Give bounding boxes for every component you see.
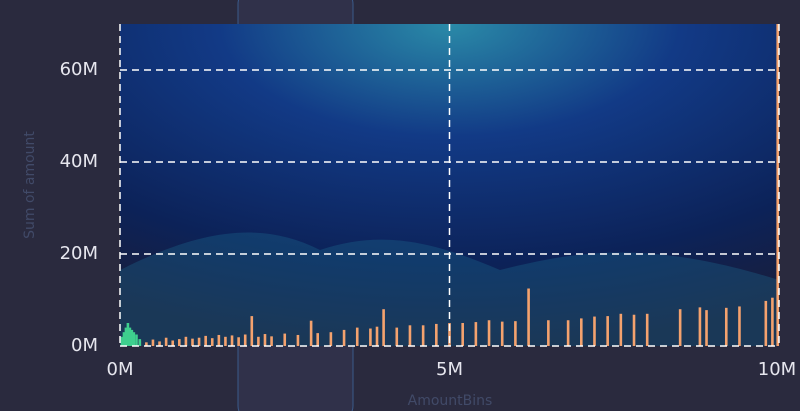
bar — [329, 332, 333, 346]
bar — [164, 337, 168, 346]
bar — [124, 327, 128, 346]
x-tick-label: 10M — [758, 359, 796, 380]
bar — [263, 334, 267, 346]
bar — [408, 325, 412, 346]
bar — [135, 334, 138, 346]
bar — [191, 338, 194, 346]
x-axis-label: AmountBins — [408, 393, 493, 409]
x-tick-label: 0M — [107, 359, 134, 380]
bar — [257, 336, 260, 346]
bar — [158, 341, 161, 346]
bar — [237, 337, 240, 346]
bar — [316, 333, 319, 346]
bar — [342, 329, 346, 346]
bar — [632, 314, 636, 346]
bar — [771, 297, 774, 346]
bar — [243, 334, 247, 346]
bar — [678, 309, 682, 346]
bar — [197, 337, 201, 346]
bar — [130, 329, 134, 346]
bar — [178, 339, 181, 346]
bar — [138, 339, 142, 346]
y-tick-label: 60M — [60, 59, 98, 80]
x-tick-label: 5M — [436, 359, 463, 380]
bar — [474, 322, 478, 346]
bar — [217, 334, 221, 346]
bar — [527, 288, 530, 346]
bar — [487, 320, 491, 346]
bar — [580, 318, 583, 346]
bar — [145, 342, 148, 346]
bar — [606, 316, 609, 346]
bar — [645, 313, 649, 346]
bar — [705, 310, 708, 346]
bar — [296, 334, 300, 346]
bar — [309, 320, 313, 346]
bar — [122, 332, 126, 346]
bar — [382, 309, 385, 346]
bar — [724, 307, 728, 346]
bar — [375, 326, 379, 346]
bar — [514, 321, 517, 346]
bar — [566, 320, 570, 346]
bar — [283, 333, 287, 346]
y-axis-label: Sum of amount — [22, 131, 38, 239]
bar — [151, 339, 155, 346]
bar — [619, 313, 623, 346]
bar — [184, 336, 188, 346]
bar — [210, 338, 214, 346]
bar — [435, 323, 438, 346]
bar — [224, 336, 227, 346]
bar — [421, 325, 425, 346]
bar — [230, 335, 234, 346]
bar — [593, 316, 596, 346]
y-tick-label: 20M — [60, 243, 98, 264]
bar — [132, 332, 136, 346]
bar — [448, 323, 451, 346]
bar — [547, 320, 550, 346]
bar — [128, 327, 132, 346]
y-tick-label: 0M — [71, 335, 98, 356]
bar — [126, 323, 130, 346]
bar — [738, 306, 741, 346]
bar — [171, 340, 175, 346]
bar — [204, 335, 207, 346]
bar — [395, 327, 399, 346]
bar — [500, 321, 504, 346]
bar — [120, 336, 124, 346]
bar — [369, 328, 372, 346]
bar — [461, 323, 464, 346]
bar — [776, 24, 779, 346]
bar — [355, 327, 359, 346]
bar — [764, 300, 768, 346]
bar — [250, 316, 254, 346]
bar — [270, 336, 273, 346]
y-tick-label: 40M — [60, 151, 98, 172]
bar — [698, 307, 702, 346]
